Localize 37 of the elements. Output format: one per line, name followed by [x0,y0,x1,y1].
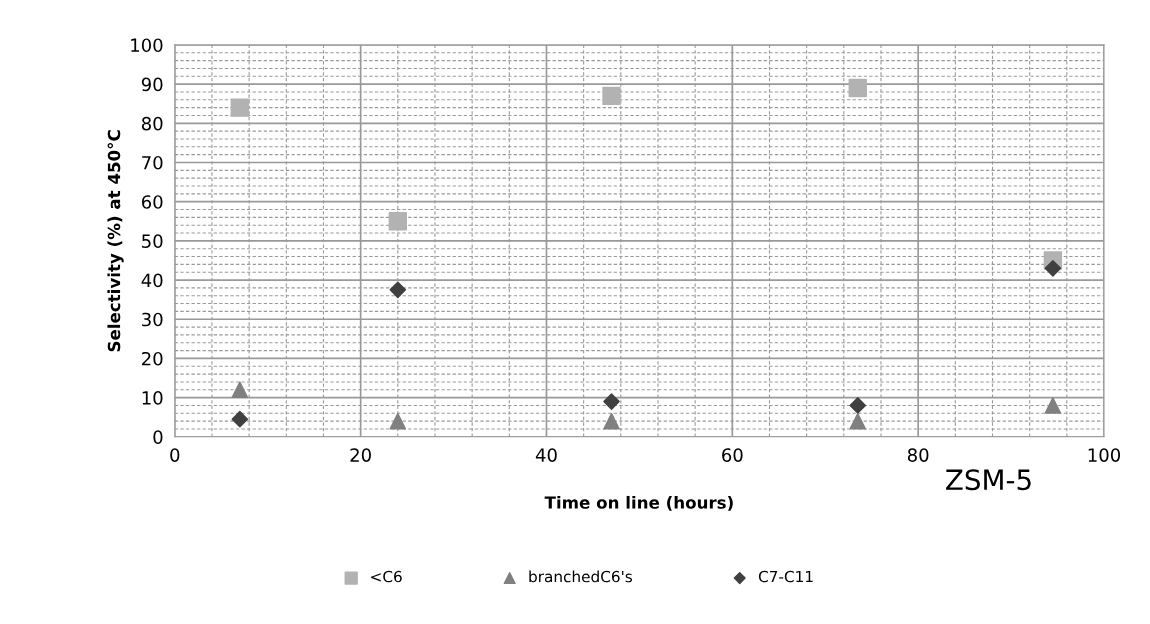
y-tick-label: 60 [141,195,163,209]
legend-label: <C6 [371,570,402,583]
y-tick-label: 40 [141,273,163,288]
point [1044,397,1062,414]
legend-label: branchedC6's [529,570,633,583]
y-tick-label: 0 [153,430,163,444]
x-tick-label: 80 [907,448,929,462]
y-tick-label: 10 [142,391,163,405]
y-tick-label: 100 [131,38,163,53]
x-tick-label: 0 [170,448,180,462]
text: ZSM-5 [946,469,1031,491]
point [230,98,250,117]
y-tick-label: 80 [141,116,163,131]
y-axis-title: Selectivity (%) at 450°C [107,130,124,352]
point [603,393,620,410]
y-tick-label: 70 [142,155,163,170]
legend-label: C7-C11 [758,570,813,583]
point [849,412,867,430]
point [602,86,621,106]
point [388,212,408,231]
y-tick-label: 30 [142,312,163,327]
point [849,397,867,414]
y-tick-label: 90 [141,77,163,92]
x-tick-label: 20 [350,448,371,462]
point [389,281,407,299]
point [231,410,249,428]
x-axis-title: Time on line (hours) [544,495,733,511]
point [603,412,620,430]
x-tick-label: 60 [722,448,743,462]
x-tick-label: 40 [535,448,557,462]
point [231,381,249,399]
point [1044,259,1062,277]
point [389,412,407,430]
y-tick-label: 20 [142,351,163,366]
point [848,78,867,98]
y-tick-label: 50 [142,234,163,248]
x-tick-label: 100 [1088,448,1121,462]
